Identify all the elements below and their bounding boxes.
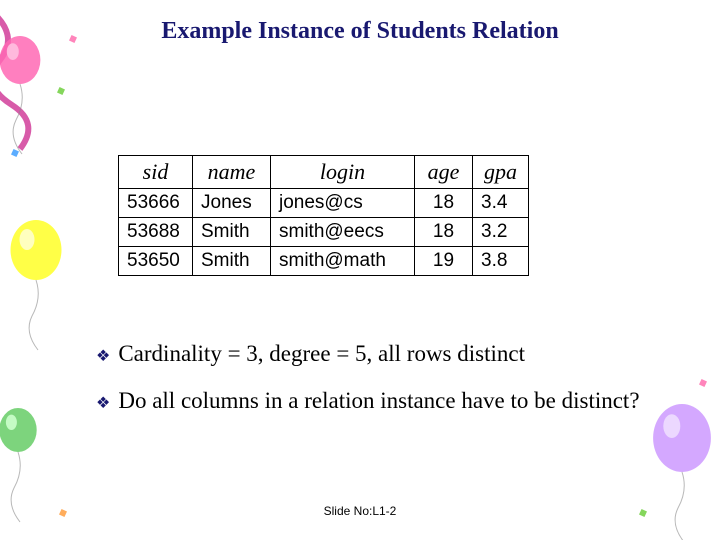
cell: Smith [193, 247, 271, 276]
page-title: Example Instance of Students Relation [0, 18, 720, 45]
cell: Smith [193, 218, 271, 247]
bullet-list: ❖ Cardinality = 3, degree = 5, all rows d… [96, 340, 660, 434]
col-header-gpa: gpa [473, 156, 529, 189]
cell: 53666 [119, 189, 193, 218]
list-item: ❖ Do all columns in a relation instance h… [96, 387, 660, 416]
table-row: 53666Jonesjones@cs183.4 [119, 189, 529, 218]
bullet-icon: ❖ [96, 346, 110, 366]
students-table: sidnameloginagegpa53666Jonesjones@cs183.… [118, 155, 529, 276]
cell: 19 [415, 247, 473, 276]
bullet-text: Do all columns in a relation instance ha… [118, 387, 639, 416]
slide-number: Slide No:L1-2 [0, 504, 720, 518]
cell: jones@cs [271, 189, 415, 218]
cell: 3.2 [473, 218, 529, 247]
cell: 3.4 [473, 189, 529, 218]
cell: 18 [415, 218, 473, 247]
bullet-text: Cardinality = 3, degree = 5, all rows di… [118, 340, 525, 369]
cell: smith@math [271, 247, 415, 276]
table-row: 53688Smithsmith@eecs183.2 [119, 218, 529, 247]
col-header-age: age [415, 156, 473, 189]
cell: smith@eecs [271, 218, 415, 247]
col-header-sid: sid [119, 156, 193, 189]
cell: 53650 [119, 247, 193, 276]
list-item: ❖ Cardinality = 3, degree = 5, all rows d… [96, 340, 660, 369]
table-row: 53650Smithsmith@math193.8 [119, 247, 529, 276]
cell: 3.8 [473, 247, 529, 276]
col-header-login: login [271, 156, 415, 189]
cell: 53688 [119, 218, 193, 247]
bullet-icon: ❖ [96, 393, 110, 413]
cell: 18 [415, 189, 473, 218]
col-header-name: name [193, 156, 271, 189]
cell: Jones [193, 189, 271, 218]
